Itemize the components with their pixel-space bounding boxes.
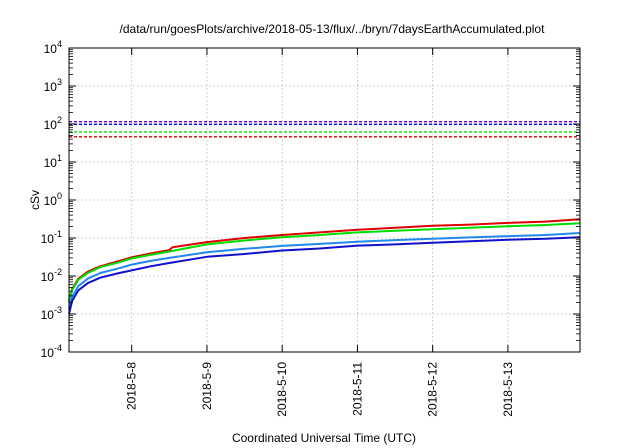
x-tick-label: 2018-5-10 <box>275 362 289 417</box>
y-tick-label: 10-1 <box>41 229 62 246</box>
y-tick-label: 103 <box>44 77 62 94</box>
x-tick-label: 2018-5-13 <box>501 362 515 417</box>
y-tick-label: 100 <box>44 191 62 208</box>
y-tick-label: 10-2 <box>41 267 62 284</box>
x-tick-label: 2018-5-12 <box>426 362 440 417</box>
x-axis-label: Coordinated Universal Time (UTC) <box>232 431 416 445</box>
threshold-lines <box>69 120 580 138</box>
y-tick-label: 10-4 <box>41 343 62 360</box>
series-lines <box>68 218 581 315</box>
y-tick-label: 10-3 <box>41 305 62 322</box>
y-axis-label: cSv <box>28 190 42 210</box>
grid <box>69 48 580 352</box>
x-axis-ticks: 2018-5-8 2018-5-9 2018-5-10 2018-5-11 2018-5… <box>125 48 515 417</box>
series-line <box>68 222 581 303</box>
series-line <box>68 236 581 315</box>
y-tick-label: 104 <box>44 39 62 56</box>
series-line <box>68 218 581 302</box>
x-tick-label: 2018-5-11 <box>350 362 364 416</box>
series-line <box>68 232 581 309</box>
x-tick-label: 2018-5-8 <box>125 362 139 410</box>
x-tick-label: 2018-5-9 <box>200 362 214 410</box>
y-tick-label: 101 <box>44 153 62 170</box>
y-axis-ticks: 104 103 102 101 100 10-1 10-2 10-3 10-4 <box>41 39 580 360</box>
chart-title: /data/run/goesPlots/archive/2018-05-13/f… <box>120 22 546 36</box>
y-tick-label: 102 <box>44 115 62 132</box>
